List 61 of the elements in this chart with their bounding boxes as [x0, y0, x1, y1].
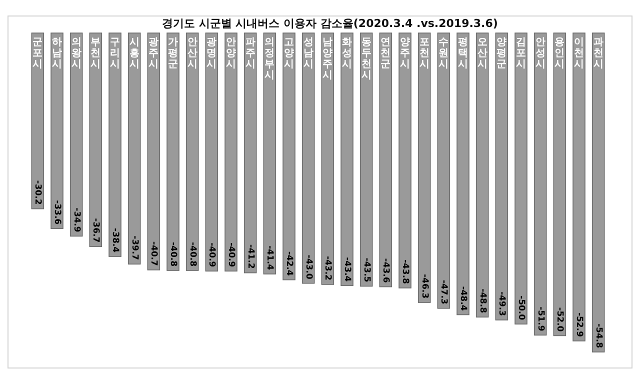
- data-label: -43.2: [322, 256, 333, 281]
- x-tick-label: 남양주시: [322, 37, 333, 81]
- x-tick-label: 양주시: [400, 37, 410, 70]
- x-tick-label: 가평군: [168, 37, 178, 70]
- data-label: -52.9: [574, 312, 584, 338]
- x-tick-label: 수원시: [438, 37, 449, 70]
- x-tick-label: 화성시: [342, 37, 352, 70]
- data-label: -34.9: [71, 208, 82, 232]
- x-tick-label: 이천시: [574, 37, 584, 70]
- data-label: -43.8: [400, 259, 410, 284]
- data-label: -52.0: [554, 307, 565, 332]
- x-tick-label: 고양시: [284, 37, 294, 70]
- data-label: -40.8: [187, 242, 198, 267]
- data-label: -46.3: [419, 274, 430, 299]
- x-tick-label: 하남시: [52, 37, 62, 70]
- x-tick-label: 과천시: [593, 37, 604, 70]
- data-label: -41.2: [245, 244, 256, 269]
- x-tick-label: 구리시: [110, 37, 120, 70]
- x-tick-label: 군포시: [32, 37, 43, 70]
- x-tick-label: 평택시: [458, 37, 468, 70]
- data-label: -43.6: [380, 258, 391, 283]
- data-label: -50.0: [516, 296, 526, 320]
- x-tick-label: 동두천시: [361, 37, 372, 81]
- x-tick-label: 시흥시: [129, 37, 140, 70]
- chart-title: 경기도 시군별 시내버스 이용자 감소율(2020.3.4 .vs.2019.3.6): [162, 17, 498, 30]
- data-label: -54.8: [593, 324, 604, 348]
- data-label: -38.4: [110, 228, 120, 253]
- data-label: -47.3: [438, 280, 449, 304]
- x-tick-label: 부천시: [90, 37, 101, 70]
- x-tick-label: 의정부시: [264, 37, 275, 81]
- x-tick-label: 성남시: [303, 37, 314, 70]
- x-tick-label: 안양시: [226, 37, 236, 70]
- x-tick-label: 의왕시: [71, 37, 82, 70]
- x-tick-label: 포천시: [419, 37, 430, 70]
- data-label: -42.4: [284, 251, 294, 276]
- data-label: -40.9: [226, 242, 236, 268]
- x-tick-label: 파주시: [245, 37, 256, 70]
- data-label: -36.7: [90, 218, 101, 243]
- data-label: -30.2: [32, 180, 43, 205]
- data-label: -43.5: [361, 258, 372, 282]
- x-tick-label: 안산시: [187, 37, 198, 70]
- x-tick-label: 김포시: [516, 37, 526, 70]
- data-label: -48.8: [477, 288, 488, 314]
- data-label: -43.4: [342, 257, 352, 282]
- data-label: -49.3: [496, 291, 507, 316]
- data-label: -39.7: [129, 236, 140, 260]
- data-label: -51.9: [535, 306, 546, 332]
- x-tick-label: 오산시: [477, 37, 488, 70]
- data-label: -40.8: [168, 242, 178, 267]
- x-tick-label: 광주시: [148, 37, 159, 70]
- x-tick-label: 양평군: [496, 37, 507, 70]
- data-label: -43.0: [303, 254, 314, 280]
- x-tick-label: 광명시: [206, 37, 217, 70]
- data-label: -48.4: [458, 286, 468, 311]
- data-label: -33.6: [52, 200, 62, 225]
- data-label: -40.7: [148, 241, 159, 266]
- x-tick-label: 연천군: [380, 37, 391, 70]
- x-tick-label: 안성시: [535, 37, 546, 70]
- data-label: -41.4: [264, 245, 275, 270]
- data-label: -40.9: [206, 242, 217, 268]
- x-tick-label: 용인시: [554, 37, 565, 70]
